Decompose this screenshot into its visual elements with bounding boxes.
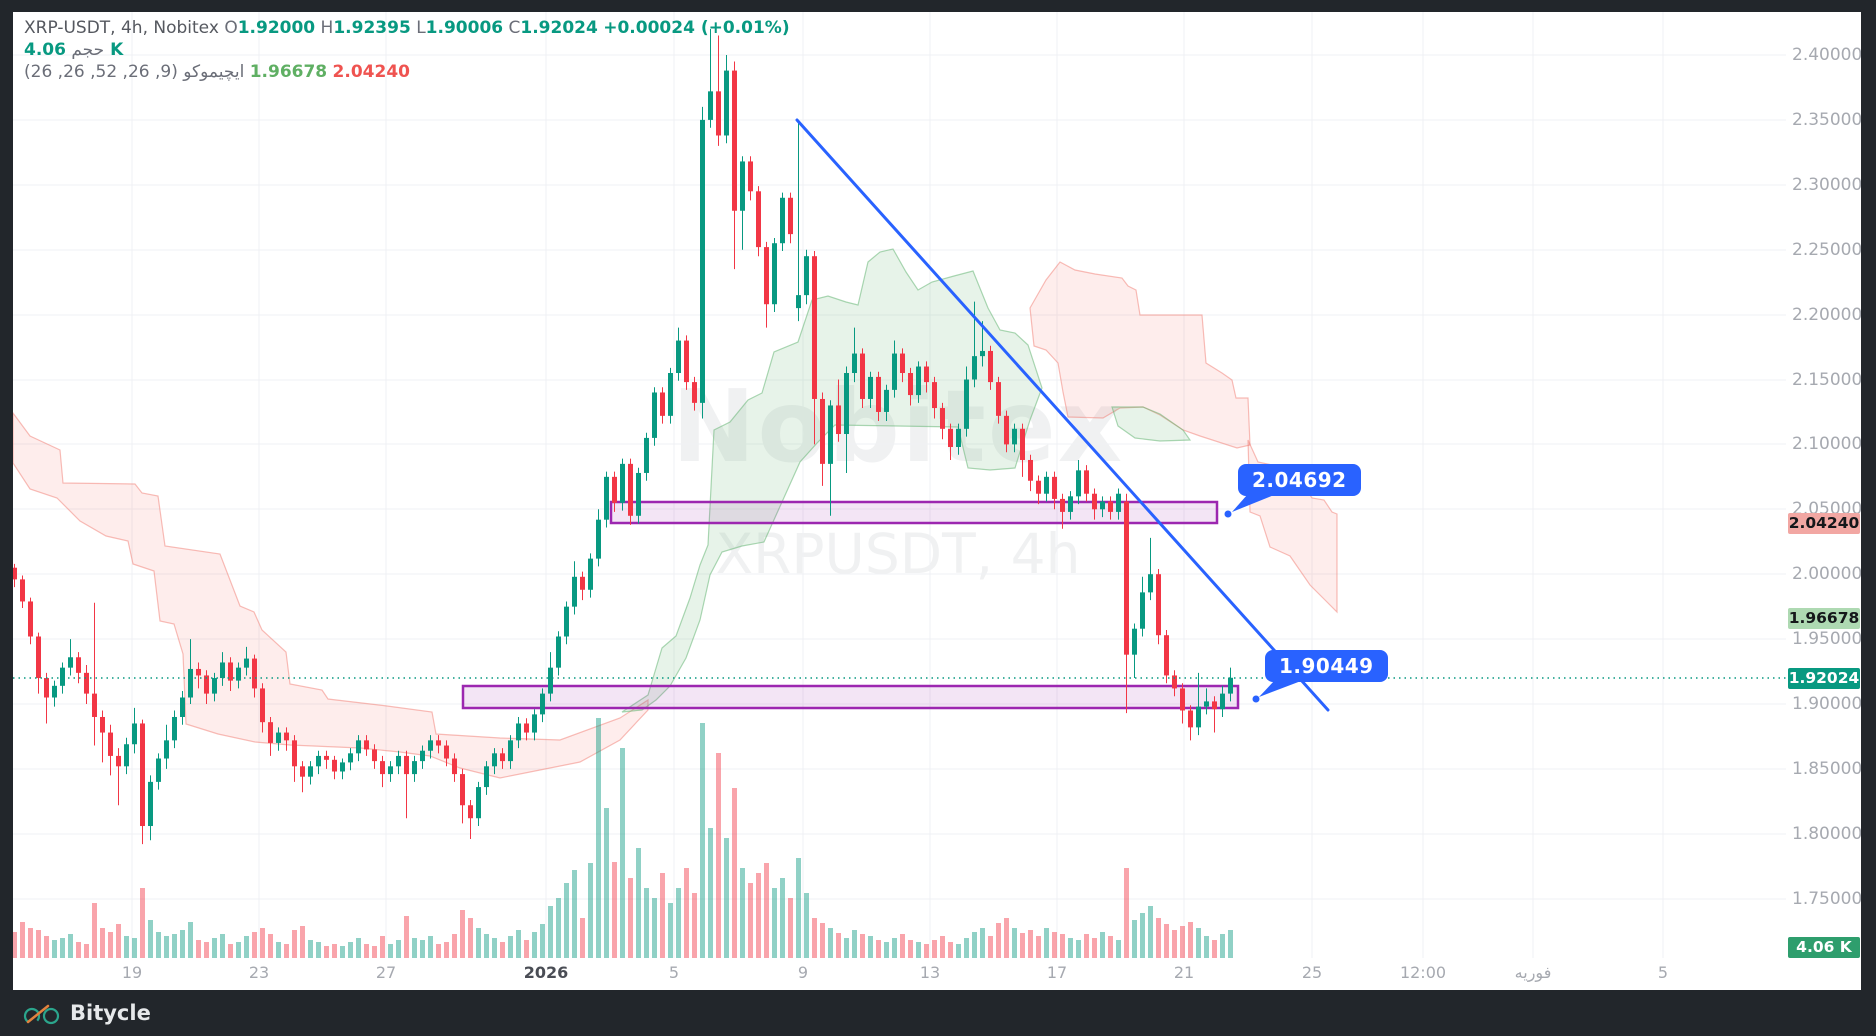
time-tick-label: 21 <box>1173 963 1195 982</box>
price-tick-label: 2.00000 <box>1792 564 1863 584</box>
volume-bars <box>12 718 1233 958</box>
callout-anchor-dot <box>1224 510 1232 518</box>
frame-right <box>1861 0 1876 1036</box>
high-label: H <box>320 18 334 38</box>
close-value: 1.92024 <box>520 18 598 38</box>
demand-zone[interactable] <box>461 684 1240 710</box>
time-tick-label: فوريه <box>1514 963 1552 982</box>
open-label: O <box>224 18 238 38</box>
time-tick-label: 13 <box>919 963 941 982</box>
ichimoku-indicator-label[interactable]: (26 ,26 ,52 ,26 ,9) ايچيموكو <box>24 62 245 82</box>
price-zones[interactable] <box>461 500 1240 710</box>
bitycle-logo-icon <box>22 998 62 1028</box>
price-tick-label: 2.40000 <box>1792 45 1863 65</box>
frame-left <box>0 0 13 1036</box>
price-tick-label: 1.95000 <box>1792 629 1863 649</box>
footer-bar: Bitycle <box>0 990 1876 1036</box>
price-tick-label: 2.10000 <box>1792 434 1863 454</box>
price-axis-badge: 2.04240 <box>1788 513 1860 534</box>
price-tick-label: 1.90000 <box>1792 694 1863 714</box>
symbol-title[interactable]: XRP-USDT, 4h, Nobitex <box>24 18 219 38</box>
price-tick-label: 2.35000 <box>1792 110 1863 130</box>
price-tick-label: 2.15000 <box>1792 370 1863 390</box>
high-value: 1.92395 <box>333 18 411 38</box>
time-tick-label: 2026 <box>523 963 569 982</box>
price-tick-label: 1.85000 <box>1792 759 1863 779</box>
price-tick-label: 2.25000 <box>1792 240 1863 260</box>
price-axis-badge: 4.06 K <box>1788 937 1860 958</box>
low-label: L <box>416 18 426 38</box>
time-tick-label: 5 <box>1657 963 1669 982</box>
price-tick-label: 1.80000 <box>1792 824 1863 844</box>
price-tick-label: 1.75000 <box>1792 889 1863 909</box>
time-tick-label: 12:00 <box>1399 963 1447 982</box>
callout-tail <box>1232 495 1274 512</box>
volume-value: 4.06 K <box>24 40 124 60</box>
candles-layer <box>12 29 1233 845</box>
frame-top <box>0 0 1876 12</box>
price-callout[interactable]: 2.04692 <box>1238 464 1361 496</box>
time-tick-label: 9 <box>797 963 809 982</box>
price-callout[interactable]: 1.90449 <box>1265 650 1388 682</box>
price-tick-label: 2.30000 <box>1792 175 1863 195</box>
descending-trendline[interactable] <box>795 118 1330 712</box>
brand-name[interactable]: Bitycle <box>70 1001 151 1025</box>
change-value: +0.00024 (+0.01%) <box>603 18 790 38</box>
price-axis-badge: 1.96678 <box>1788 608 1860 629</box>
price-axis-badge: 1.92024 <box>1788 668 1860 689</box>
time-tick-label: 5 <box>668 963 680 982</box>
ichimoku-senkou-b-value: 2.04240 <box>332 62 410 82</box>
watermark-symbol: XRPUSDT, 4h <box>715 522 1081 586</box>
grid-lines <box>13 12 1786 958</box>
low-value: 1.90006 <box>425 18 504 38</box>
time-tick-label: 23 <box>248 963 270 982</box>
legend-volume-row: حجم 4.06 K <box>24 40 790 61</box>
symbol-legend[interactable]: XRP-USDT, 4h, Nobitex O1.92000 H1.92395 … <box>24 18 790 84</box>
time-tick-label: 17 <box>1046 963 1068 982</box>
callout-tail <box>1259 681 1301 697</box>
volume-indicator-label[interactable]: حجم <box>71 40 105 60</box>
close-label: C <box>508 18 521 38</box>
price-tick-label: 2.20000 <box>1792 305 1863 325</box>
ichimoku-cloud <box>12 248 1338 779</box>
legend-ichimoku-row: (26 ,26 ,52 ,26 ,9) ايچيموكو 1.96678 2.0… <box>24 62 790 83</box>
open-value: 1.92000 <box>237 18 316 38</box>
time-tick-label: 27 <box>375 963 397 982</box>
time-tick-label: 19 <box>121 963 143 982</box>
supply-zone[interactable] <box>609 500 1219 525</box>
legend-ohlc-row: XRP-USDT, 4h, Nobitex O1.92000 H1.92395 … <box>24 18 790 39</box>
time-tick-label: 25 <box>1301 963 1323 982</box>
callout-anchor-dot <box>1252 695 1260 703</box>
ichimoku-senkou-a-value: 1.96678 <box>249 62 328 82</box>
